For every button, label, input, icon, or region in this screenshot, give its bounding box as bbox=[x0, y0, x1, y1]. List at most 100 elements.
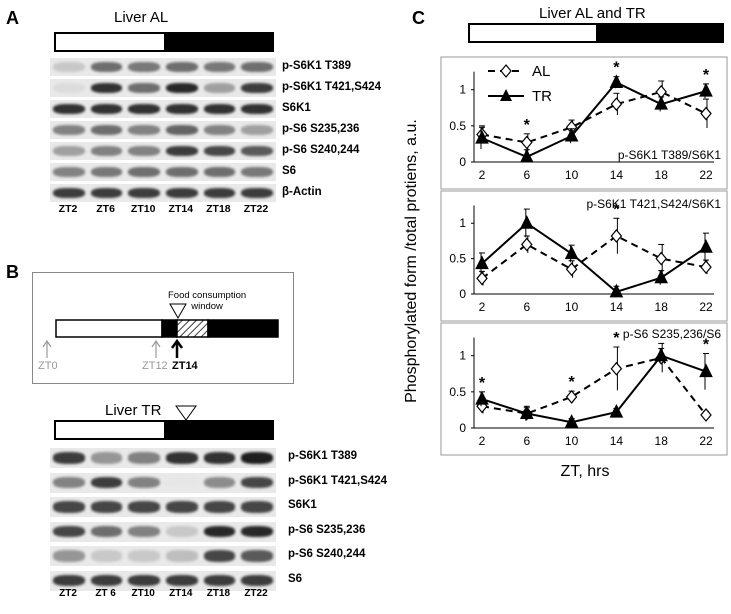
x-tick-label: 10 bbox=[565, 434, 579, 448]
a-lane-label: ZT18 bbox=[206, 203, 231, 215]
point-AL bbox=[655, 251, 667, 266]
b-band-spot bbox=[203, 476, 236, 489]
b-band-spot bbox=[166, 501, 198, 513]
point-TR bbox=[609, 283, 624, 298]
point-AL bbox=[700, 106, 712, 121]
x-tick-label: 18 bbox=[655, 300, 669, 314]
food-window-triangle bbox=[169, 303, 187, 320]
a-band-spot bbox=[53, 82, 85, 94]
a-lane-label: ZT2 bbox=[58, 203, 78, 215]
x-tick-label: 14 bbox=[610, 300, 624, 314]
x-tick-label: 2 bbox=[479, 434, 486, 448]
a-band-spot bbox=[128, 103, 160, 115]
x-tick-label: 10 bbox=[565, 300, 579, 314]
b-band-spot bbox=[203, 501, 236, 513]
b-band-spot bbox=[128, 574, 160, 587]
x-tick-label: 6 bbox=[523, 168, 530, 182]
b-lane-label: ZT18 bbox=[206, 588, 231, 599]
a-band-row bbox=[50, 79, 276, 97]
point-TR bbox=[699, 83, 713, 97]
x-tick-label: 6 bbox=[523, 434, 530, 448]
a-band-spot bbox=[128, 61, 160, 73]
b-lane-label: ZT14 bbox=[169, 588, 193, 599]
a-band-spot bbox=[128, 82, 160, 94]
subplot-frame bbox=[440, 322, 728, 456]
significance-star: * bbox=[703, 67, 710, 84]
b-band-spot bbox=[90, 476, 123, 489]
a-band-row bbox=[50, 121, 276, 139]
b-band-spot bbox=[53, 525, 85, 538]
a-band-label: S6 bbox=[282, 165, 297, 177]
point-AL bbox=[565, 389, 578, 404]
a-band-spot bbox=[166, 124, 198, 136]
b-band-spot bbox=[166, 525, 198, 538]
b-lane-label: ZT10 bbox=[131, 588, 155, 599]
b-lane-label: ZT22 bbox=[244, 588, 268, 599]
phosphorylation-chart: Phosphorylated form /total protiens, a.u… bbox=[403, 56, 728, 480]
a-band-label: β-Actin bbox=[282, 186, 322, 198]
significance-star: * bbox=[479, 375, 486, 392]
series-line-AL bbox=[481, 356, 707, 416]
b-lane-label: ZT 6 bbox=[95, 588, 116, 599]
b-band-spot bbox=[128, 550, 160, 562]
a-band-spot bbox=[53, 124, 85, 136]
x-tick-label: 10 bbox=[565, 168, 579, 182]
point-TR bbox=[699, 363, 713, 378]
y-tick-label: 0 bbox=[459, 155, 466, 169]
b-band-spot bbox=[53, 476, 85, 489]
a-band-spot bbox=[128, 166, 160, 178]
point-TR bbox=[564, 127, 579, 142]
panel-c-title: Liver AL and TR bbox=[539, 5, 646, 22]
y-tick-label: 0 bbox=[459, 421, 466, 435]
schedule-box bbox=[32, 272, 294, 384]
point-AL bbox=[700, 408, 712, 422]
significance-star: * bbox=[613, 330, 620, 347]
b-band-label: p-S6K1 T421,S424 bbox=[288, 474, 388, 487]
a-band-row bbox=[50, 100, 276, 118]
x-tick-label: 22 bbox=[699, 434, 713, 448]
b-band-spot bbox=[128, 525, 160, 538]
a-band-spot bbox=[241, 103, 273, 115]
x-tick-label: 2 bbox=[479, 300, 486, 314]
x-axis-label: ZT, hrs bbox=[561, 463, 610, 480]
b-band-label: p-S6K1 T389 bbox=[288, 450, 358, 462]
b-band-spot bbox=[241, 476, 273, 489]
a-lane-label: ZT10 bbox=[130, 203, 156, 215]
a-band-label: p-S6 S235,236 bbox=[282, 123, 360, 135]
b-band-spot bbox=[166, 476, 198, 489]
b-band-spot bbox=[128, 476, 160, 489]
b-band-spot bbox=[53, 501, 85, 513]
a-band-spot bbox=[241, 82, 273, 94]
a-band-spot bbox=[241, 124, 273, 136]
a-band-row bbox=[50, 163, 276, 181]
a-band-row bbox=[50, 142, 276, 160]
zt12-label: ZT12 bbox=[142, 360, 168, 372]
b-band-spot bbox=[203, 550, 236, 562]
a-band-spot bbox=[166, 145, 198, 157]
x-tick-label: 22 bbox=[699, 168, 713, 182]
b-band-spot bbox=[241, 501, 273, 513]
b-band-spot bbox=[90, 525, 123, 538]
point-AL bbox=[610, 361, 623, 376]
food-window-triangle-2 bbox=[175, 405, 197, 421]
b-band-label: S6K1 bbox=[288, 499, 317, 511]
a-lane-label: ZT14 bbox=[168, 203, 194, 215]
b-band-row bbox=[50, 448, 276, 468]
b-band-spot bbox=[203, 574, 236, 587]
point-TR bbox=[654, 269, 669, 284]
a-band-spot bbox=[90, 145, 123, 157]
b-band-row bbox=[50, 546, 276, 566]
x-tick-label: 6 bbox=[523, 300, 530, 314]
b-band-spot bbox=[166, 550, 198, 562]
x-tick-label: 14 bbox=[610, 168, 624, 182]
dark-bar-end bbox=[207, 319, 279, 338]
panel-b-letter: B bbox=[6, 262, 19, 282]
a-band-spot bbox=[90, 82, 123, 94]
point-TR bbox=[564, 414, 579, 428]
dark-bar-start bbox=[161, 319, 178, 338]
b-band-spot bbox=[90, 501, 123, 513]
series-line-AL bbox=[481, 90, 707, 144]
subplot-frame bbox=[440, 190, 728, 322]
food-window-label: Food consumption window bbox=[168, 290, 247, 312]
a-band-spot bbox=[166, 187, 198, 199]
